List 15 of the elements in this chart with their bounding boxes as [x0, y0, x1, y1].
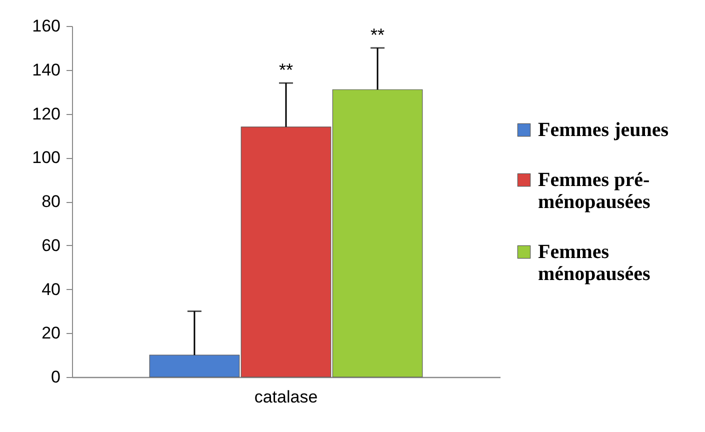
y-tick-label: 60	[42, 236, 60, 255]
annotation: **	[370, 24, 385, 45]
legend-label: Femmes ménopausées	[538, 241, 650, 285]
legend-label: Femmes pré-ménopausées	[538, 169, 650, 213]
y-tick-label: 0	[51, 368, 60, 386]
annotation: **	[278, 60, 294, 80]
legend-label: Femmes jeunes	[538, 119, 669, 141]
x-tick-label: catalase	[254, 388, 318, 406]
y-tick-label: 140	[32, 60, 60, 80]
y-tick-label: 40	[42, 280, 60, 299]
y-tick-label: 100	[32, 148, 60, 168]
y-tick-label: 20	[42, 324, 60, 343]
y-tick-label: 80	[42, 192, 60, 211]
y-tick-label: 160	[32, 16, 60, 36]
y-tick-label: 120	[32, 104, 60, 124]
